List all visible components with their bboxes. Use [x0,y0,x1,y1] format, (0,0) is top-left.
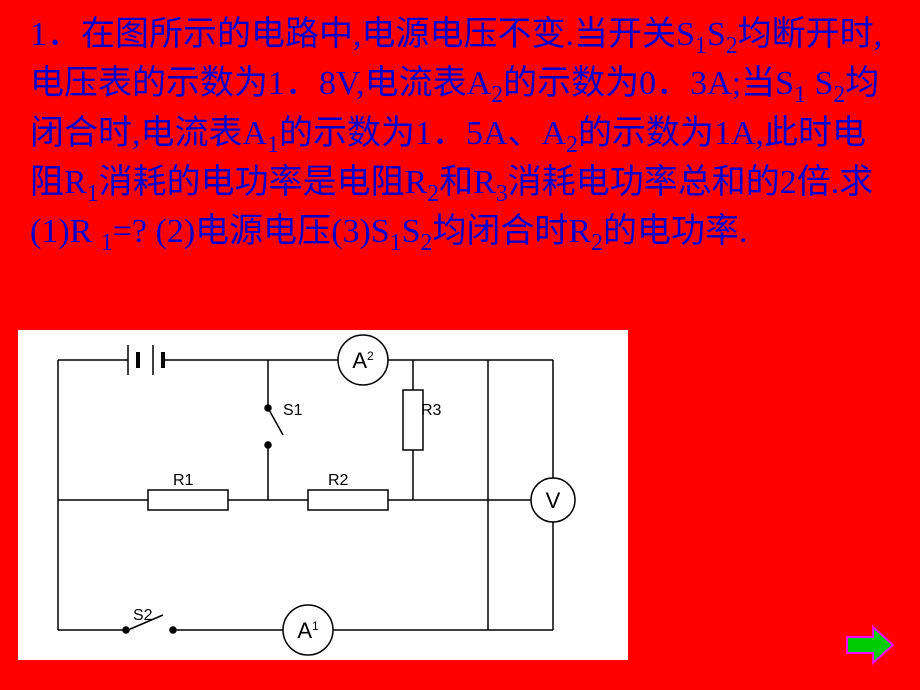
label-r3: R3 [421,402,442,419]
problem-number: 1． [30,16,81,53]
next-button[interactable] [845,625,895,670]
label-s2: S2 [133,607,153,624]
label-r2: R2 [328,472,349,489]
circuit-diagram: S1 R3 R1 R2 S2 A2 A1 V [18,330,628,660]
next-arrow-icon [845,625,895,665]
meter-v: V [546,488,561,513]
problem-text: 1．在图所示的电路中,电源电压不变.当开关S1S2均断开时,电压表的示数为1．8… [0,0,920,266]
label-r1: R1 [173,472,194,489]
label-s1: S1 [283,402,303,419]
